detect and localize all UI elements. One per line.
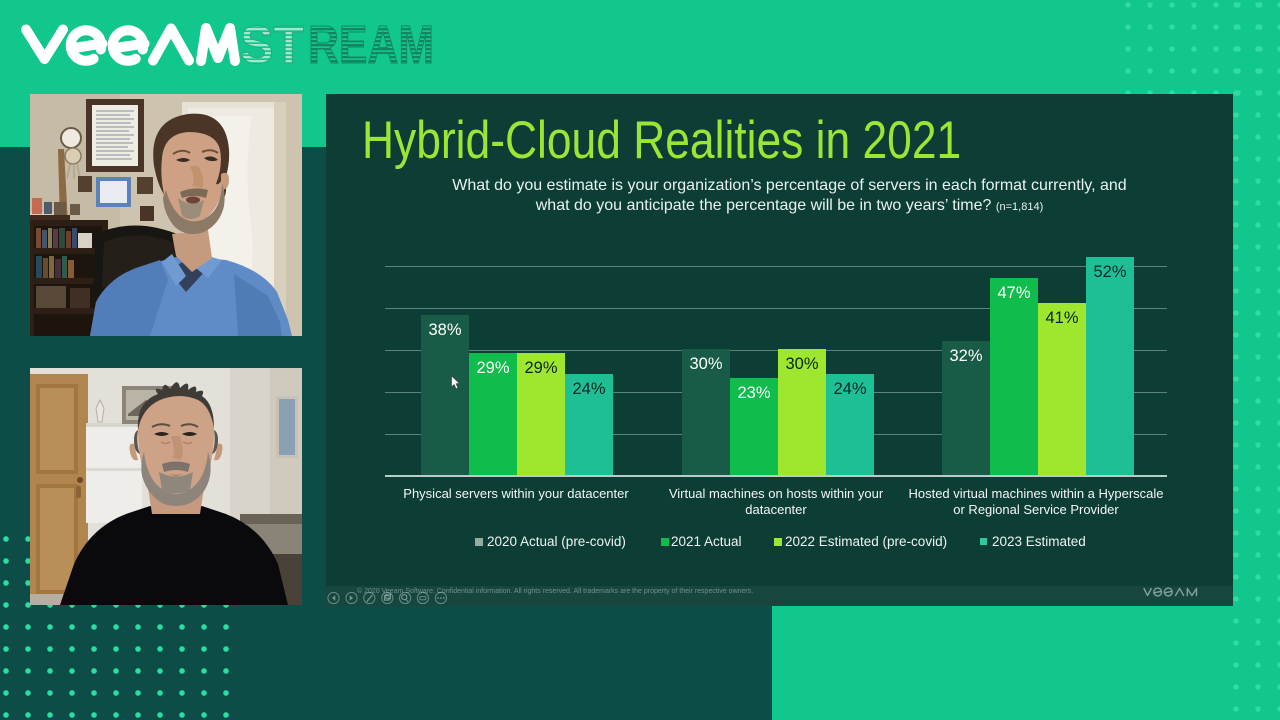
svg-text:ST: ST: [240, 15, 304, 75]
svg-text:REAM: REAM: [308, 15, 434, 75]
